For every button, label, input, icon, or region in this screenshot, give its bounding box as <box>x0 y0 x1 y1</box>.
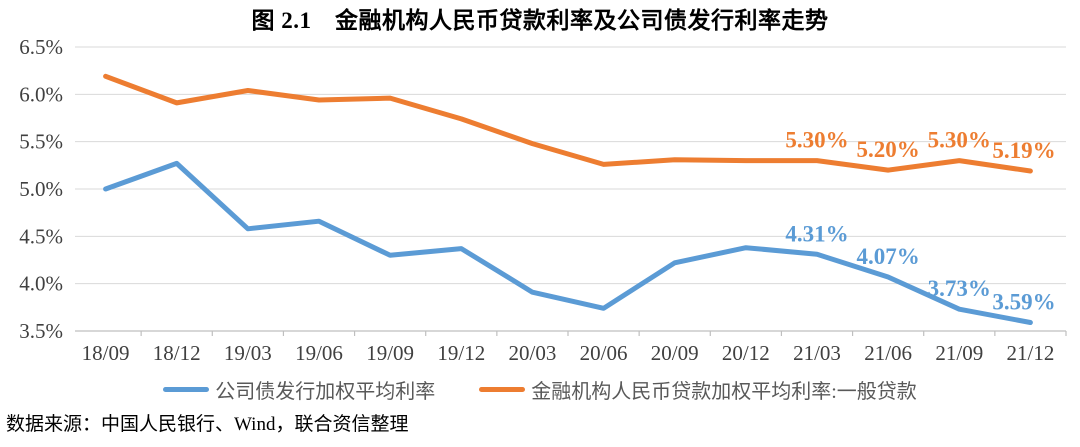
x-tick-label: 21/12 <box>1007 341 1055 365</box>
data-label-general-loan-rate: 5.30% <box>785 128 848 153</box>
x-tick-label: 20/06 <box>580 341 628 365</box>
data-label-corporate-bond-rate: 3.73% <box>928 276 991 301</box>
y-tick-label: 4.0% <box>19 272 63 296</box>
source-note: 数据来源：中国人民银行、Wind，联合资信整理 <box>6 414 409 435</box>
legend-label-general-loan-rate: 金融机构人民币贷款加权平均利率:一般贷款 <box>531 380 917 403</box>
chart-legend: 公司债发行加权平均利率 金融机构人民币贷款加权平均利率:一般贷款 <box>0 374 1080 404</box>
data-label-general-loan-rate: 5.30% <box>928 128 991 153</box>
y-tick-label: 4.5% <box>19 224 63 248</box>
data-label-corporate-bond-rate: 3.59% <box>992 289 1055 314</box>
x-tick-label: 21/06 <box>864 341 912 365</box>
data-label-general-loan-rate: 5.19% <box>992 138 1055 163</box>
data-label-general-loan-rate: 5.20% <box>857 137 920 162</box>
legend-marker-general-loan-rate <box>479 386 526 392</box>
y-tick-label: 6.5% <box>19 40 63 59</box>
legend-marker-corporate-bond-rate <box>163 386 210 392</box>
series-line-corporate-bond-rate <box>103 160 1033 325</box>
y-tick-label: 3.5% <box>19 319 63 343</box>
x-tick-label: 20/03 <box>509 341 557 365</box>
series-line-general-loan-rate <box>103 73 1033 174</box>
x-tick-label: 21/09 <box>935 341 983 365</box>
x-tick-label: 18/09 <box>82 341 130 365</box>
y-tick-label: 5.0% <box>19 177 63 201</box>
legend-label-corporate-bond-rate: 公司债发行加权平均利率 <box>215 380 436 403</box>
x-tick-label: 21/03 <box>793 341 841 365</box>
line-chart: 3.5% 4.0% 4.5% 5.0% 5.5% 6.0% 6.5% 18/09 18/12 19… <box>19 40 1067 365</box>
y-tick-label: 5.5% <box>19 130 63 154</box>
x-tick-label: 19/12 <box>437 341 485 365</box>
x-tick-label: 18/12 <box>153 341 201 365</box>
x-tick-label: 19/06 <box>295 341 343 365</box>
data-label-corporate-bond-rate: 4.31% <box>785 221 848 246</box>
data-label-corporate-bond-rate: 4.07% <box>857 244 920 269</box>
x-tick-label: 20/09 <box>651 341 699 365</box>
x-tick-label: 19/09 <box>366 341 414 365</box>
x-tick-label: 20/12 <box>722 341 770 365</box>
legend-item-corporate-bond-rate: 公司债发行加权平均利率 <box>163 375 435 404</box>
chart-title: 图 2.1 金融机构人民币贷款利率及公司债发行利率走势 <box>251 8 829 33</box>
legend-item-general-loan-rate: 金融机构人民币贷款加权平均利率:一般贷款 <box>479 375 917 404</box>
y-tick-label: 6.0% <box>19 82 63 106</box>
x-tick-label: 19/03 <box>224 341 272 365</box>
